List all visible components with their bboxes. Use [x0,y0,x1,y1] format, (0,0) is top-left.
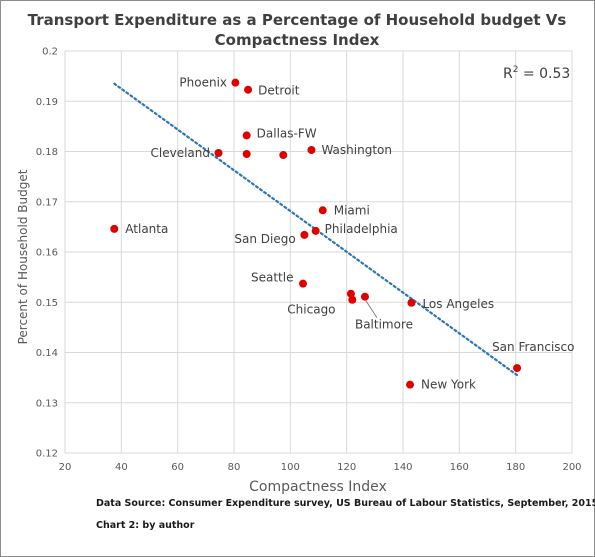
x-tick-label: 80 [228,462,241,473]
axes: 0.12 0.13 0.14 0.15 0.16 0.17 0.18 0.19 0.2 20 40 6… [36,47,582,474]
data-point [279,151,288,160]
data-point [242,131,251,140]
y-axis-label: Percent of Household Budget [16,169,30,344]
x-tick-label: 120 [337,462,356,473]
point-label: Philadelphia [325,222,398,236]
y-tick-label: 0.13 [36,398,58,409]
point-labels: Phoenix Detroit Dallas-FW Cleveland Washingt… [125,76,574,392]
y-tick-label: 0.12 [36,449,58,460]
x-tick-label: 180 [506,462,525,473]
chart-credit-note: Chart 2: by author [96,520,195,531]
data-point [231,78,240,87]
point-label: San Diego [234,232,295,246]
x-tick-label: 100 [281,462,300,473]
y-tick-label: 0.15 [36,298,58,309]
point-label: Seattle [251,271,293,285]
data-point [360,292,369,301]
point-label: Chicago [287,303,335,317]
data-source-note: Data Source: Consumer Expenditure survey… [96,498,595,509]
data-point [513,364,522,373]
gridlines [64,50,573,454]
point-label: Atlanta [125,222,168,236]
data-point [406,380,415,389]
data-point [346,289,355,298]
y-tick-label: 0.14 [36,348,58,359]
y-tick-label: 0.19 [36,97,58,108]
point-label: Cleveland [151,146,211,160]
label-leader-line [365,300,378,318]
data-point [299,279,308,288]
point-label: New York [421,378,476,392]
chart-title-line-2: Compactness Index [215,31,380,49]
point-label: Miami [334,203,370,217]
data-point [318,206,327,215]
data-point [244,85,253,94]
data-point [311,226,320,235]
x-tick-label: 200 [562,462,581,473]
data-point [407,298,416,307]
data-point [307,145,316,154]
r-squared-superscript: 2 [513,65,519,75]
point-label: Baltimore [355,318,413,332]
point-label: Detroit [258,84,300,98]
point-label: San Francisco [492,340,574,354]
x-tick-label: 60 [171,462,184,473]
y-tick-label: 0.18 [36,147,58,158]
point-label: Dallas-FW [257,126,317,140]
x-tick-label: 160 [450,462,469,473]
point-label: Los Angeles [422,297,494,311]
x-axis-label: Compactness Index [249,479,387,495]
trendline [113,82,519,377]
data-point [214,149,223,158]
data-point [348,295,357,304]
chart-title-line-1: Transport Expenditure as a Percentage of… [28,11,567,29]
point-label: Phoenix [179,76,227,90]
r-squared-value: = 0.53 [518,66,570,82]
y-tick-label: 0.2 [42,47,58,58]
trendline-group [113,82,519,377]
y-tick-label: 0.17 [36,197,58,208]
data-point [110,224,119,233]
data-point [300,230,309,239]
y-tick-label: 0.16 [36,248,58,259]
data-point [242,150,251,159]
r-squared-label: R2 = 0.53 [503,65,570,82]
x-tick-label: 20 [59,462,72,473]
x-tick-label: 40 [115,462,128,473]
r-squared-symbol: R [503,66,513,82]
point-label: Washington [321,143,392,157]
x-tick-label: 140 [393,462,412,473]
data-points [110,78,522,389]
